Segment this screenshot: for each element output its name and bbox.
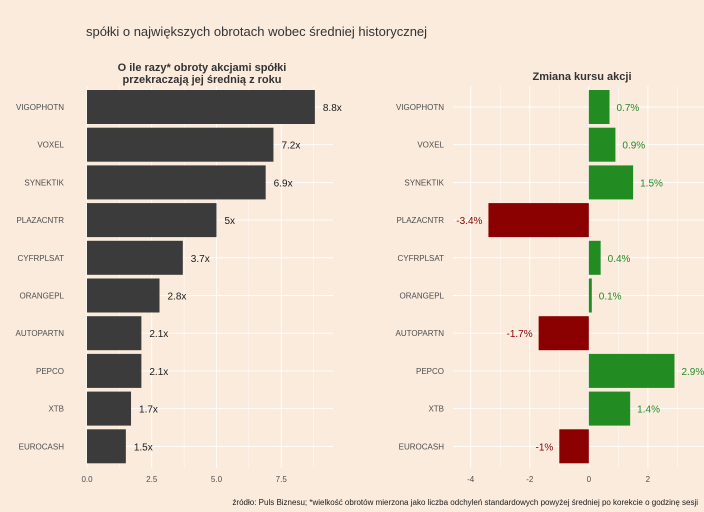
data-label: 0.7% [617,103,640,114]
bar [488,203,589,238]
bar [588,90,610,124]
x-tick-label: -4 [467,475,475,484]
category-label: VIGOPHOTN [396,103,444,112]
x-tick-label: 2 [646,475,651,484]
bar [588,353,675,388]
category-label: PLAZACNTR [16,216,64,225]
category-label: PEPCO [416,367,444,376]
category-label: VOXEL [417,141,444,150]
category-label: CYFRPLSAT [397,254,444,263]
x-tick-label: 7.5 [276,475,288,484]
category-label: AUTOPARTN [396,329,445,338]
caption: źródło: Puls Biznesu; *wielkość obrotów … [232,498,698,507]
bar [87,90,315,124]
panel-title-line: Zmiana kursu akcji [532,71,631,83]
category-label: XTB [48,405,64,414]
bar [87,240,183,275]
bar [538,316,589,351]
bar [588,240,601,275]
category-label: AUTOPARTN [16,329,65,338]
data-label: 1.4% [637,405,660,416]
right-panel: Zmiana kursu akcji VIGOPHOTN 0.7% VOXEL 0.9%… [396,71,704,484]
category-label: EUROCASH [19,442,65,451]
category-label: XTB [428,405,444,414]
category-label: SYNEKTIK [404,178,444,187]
category-label: CYFRPLSAT [17,254,64,263]
data-label: 0.4% [608,254,631,265]
bar [87,316,142,351]
data-label: 2.9% [681,367,704,378]
data-label: 2.8x [168,292,187,303]
category-label: SYNEKTIK [24,178,64,187]
x-tick-label: -2 [526,475,534,484]
bar [559,429,589,464]
category-label: VOXEL [37,141,64,150]
category-label: ORANGEPL [400,292,445,301]
data-label: 8.8x [323,103,342,114]
bar [87,429,126,464]
panel-title-line: przekraczają jej średnią z roku [123,74,282,86]
data-label: 1.7x [139,405,158,416]
data-label: 2.1x [149,329,168,340]
category-label: EUROCASH [399,442,445,451]
bar [87,353,142,388]
data-label: 5x [224,216,235,227]
bar [87,127,274,162]
data-label: 0.9% [622,141,645,152]
data-label: 1.5x [134,442,153,453]
category-label: PLAZACNTR [396,216,444,225]
data-label: 1.5% [640,178,663,189]
data-label: -3.4% [456,216,482,227]
data-label: 6.9x [274,178,293,189]
data-label: 3.7x [191,254,210,265]
data-label: -1% [536,442,554,453]
category-label: VIGOPHOTN [16,103,64,112]
bar [87,278,160,313]
bar [87,391,132,426]
x-tick-label: 0.0 [81,475,93,484]
data-label: 2.1x [149,367,168,378]
x-tick-label: 2.5 [146,475,158,484]
bar [588,391,631,426]
left-panel: O ile razy* obroty akcjami spółkiprzekra… [16,62,342,484]
category-label: ORANGEPL [20,292,65,301]
bar [588,165,634,200]
bar [588,278,592,313]
category-label: PEPCO [36,367,64,376]
bar [87,165,266,200]
data-label: -1.7% [507,329,533,340]
data-label: 7.2x [281,141,300,152]
panel-title-line: O ile razy* obroty akcjami spółki [118,62,287,74]
bar [87,203,217,238]
chart-title: spółki o największych obrotach wobec śre… [86,24,427,39]
x-tick-label: 5.0 [211,475,223,484]
data-label: 0.1% [599,292,622,303]
x-tick-label: 0 [587,475,592,484]
bar [588,127,616,162]
